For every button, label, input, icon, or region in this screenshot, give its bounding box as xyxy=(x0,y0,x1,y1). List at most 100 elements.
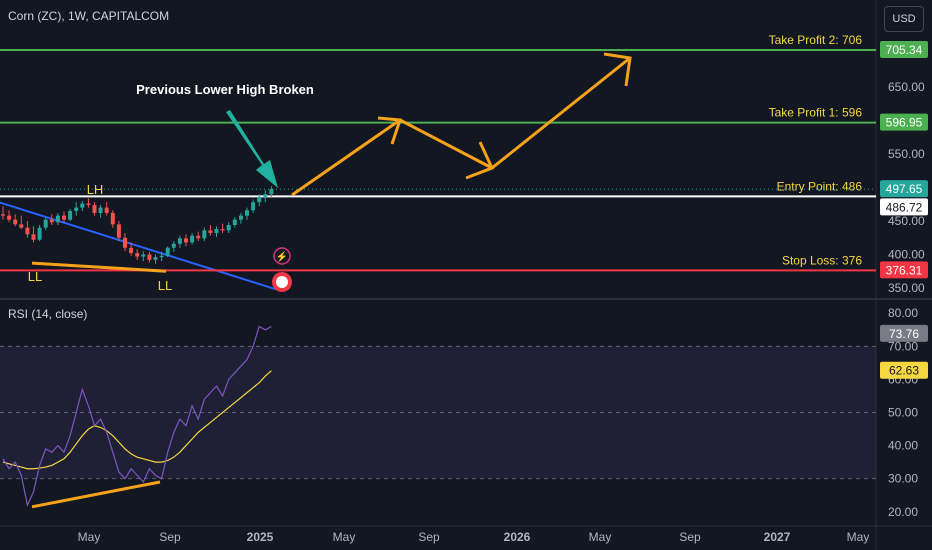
candle-body xyxy=(214,229,219,234)
candle-body xyxy=(31,234,36,240)
rsi-badge-bg xyxy=(880,324,928,342)
headline-annotation[interactable]: Previous Lower High Broken xyxy=(136,82,314,97)
price-badge-bg xyxy=(880,40,928,58)
price-axis-tick: 550.00 xyxy=(888,147,925,161)
price-axis-tick: 350.00 xyxy=(888,281,925,295)
candle-body xyxy=(196,235,201,239)
time-axis-tick: Sep xyxy=(418,530,440,544)
level-label[interactable]: Take Profit 1: 596 xyxy=(769,106,863,120)
price-badge-text: 376.31 xyxy=(886,263,923,277)
time-axis-tick: May xyxy=(847,530,870,544)
candle-body xyxy=(153,257,158,260)
last-price-badge-text: 497.65 xyxy=(886,182,923,196)
price-badge-bg xyxy=(880,261,928,279)
rsi-axis-tick: 70.00 xyxy=(888,339,918,353)
rsi-divergence-line xyxy=(31,480,161,509)
rsi-indicator-label[interactable]: RSI (14, close) xyxy=(8,307,88,321)
flag-icon-inner xyxy=(276,276,288,288)
time-axis-tick: May xyxy=(78,530,101,544)
candle-body xyxy=(55,215,60,223)
candle-body xyxy=(251,202,256,211)
swing-label-lh: LH xyxy=(87,182,104,197)
candle-body xyxy=(177,238,182,244)
candle-body xyxy=(43,219,48,228)
candle-body xyxy=(62,215,66,220)
price-axis-tick: 650.00 xyxy=(888,80,925,94)
candle-body xyxy=(220,229,225,231)
candle-body xyxy=(49,219,54,223)
candle-body xyxy=(80,203,85,208)
time-axis-tick: Sep xyxy=(679,530,701,544)
candle-body xyxy=(226,225,231,231)
price-badge-text: 486.72 xyxy=(886,200,923,214)
last-price-badge-bg xyxy=(880,180,928,198)
teal-arrow xyxy=(226,110,278,188)
level-label[interactable]: Take Profit 2: 706 xyxy=(769,33,863,47)
candle-body xyxy=(129,247,134,254)
candle-body xyxy=(165,247,170,256)
candle-body xyxy=(135,253,140,257)
candle-body xyxy=(190,235,195,243)
candle-body xyxy=(98,207,103,213)
price-badge-text: 705.34 xyxy=(886,43,923,57)
swing-label-ll: LL xyxy=(28,269,42,284)
price-badge-text: 596.95 xyxy=(886,116,923,130)
projection-arrowhead xyxy=(603,52,632,87)
level-label[interactable]: Entry Point: 486 xyxy=(777,179,863,193)
candle-body xyxy=(25,227,30,235)
candle-body xyxy=(257,196,262,203)
candle-body xyxy=(238,215,243,220)
candle-body xyxy=(104,207,109,213)
rsi-line xyxy=(2,325,272,508)
candle-body xyxy=(159,255,164,258)
swing-low-line xyxy=(31,261,167,273)
rsi-axis-tick: 30.00 xyxy=(888,472,918,486)
candle-body xyxy=(245,210,249,216)
candle-body xyxy=(1,214,5,216)
candle-body xyxy=(7,215,12,220)
projection-arrowhead xyxy=(465,141,495,180)
candle-body xyxy=(86,203,91,205)
rsi-axis-tick: 80.00 xyxy=(888,306,918,320)
candle-body xyxy=(269,189,274,195)
rsi-axis-tick: 40.00 xyxy=(888,439,918,453)
event-flash-icon[interactable] xyxy=(273,247,291,265)
rsi-axis-tick: 50.00 xyxy=(888,406,918,420)
projection-path[interactable] xyxy=(291,56,631,197)
time-axis-tick: 2027 xyxy=(764,530,791,544)
time-axis-tick: 2025 xyxy=(247,530,274,544)
candle-body xyxy=(147,254,152,260)
candle-body xyxy=(110,212,115,225)
price-axis-tick: 400.00 xyxy=(888,247,925,261)
candle-body xyxy=(123,237,127,248)
candle-body xyxy=(19,224,24,228)
level-label[interactable]: Stop Loss: 376 xyxy=(782,253,862,267)
ticker-title[interactable]: Corn (ZC), 1W, CAPITALCOM xyxy=(8,9,170,23)
currency-button[interactable]: USD xyxy=(884,6,924,32)
flash-icon-glyph: ⚡ xyxy=(276,250,288,263)
rsi-axis-tick: 20.00 xyxy=(888,505,918,519)
time-axis-tick: May xyxy=(589,530,612,544)
rsi-ma-badge-bg xyxy=(880,361,928,379)
candle-body xyxy=(37,227,42,240)
time-axis-tick: May xyxy=(333,530,356,544)
candle-body xyxy=(116,224,121,238)
candle-body xyxy=(208,230,213,234)
rsi-ma-line xyxy=(2,370,272,470)
rsi-ma-badge-text: 62.63 xyxy=(889,364,919,378)
swing-label-ll: LL xyxy=(158,278,172,293)
price-axis-tick: 450.00 xyxy=(888,214,925,228)
candle-body xyxy=(68,210,73,220)
time-axis-tick: 2026 xyxy=(504,530,531,544)
price-badge-bg xyxy=(880,113,928,131)
candle-body xyxy=(171,243,176,248)
descending-trend-line xyxy=(0,201,277,291)
candle-body xyxy=(13,219,18,225)
candle-body xyxy=(74,207,79,211)
candle-body xyxy=(263,194,268,197)
candle-body xyxy=(202,230,207,239)
projection-arrowhead xyxy=(377,116,403,145)
rsi-badge-text: 73.76 xyxy=(889,327,919,341)
